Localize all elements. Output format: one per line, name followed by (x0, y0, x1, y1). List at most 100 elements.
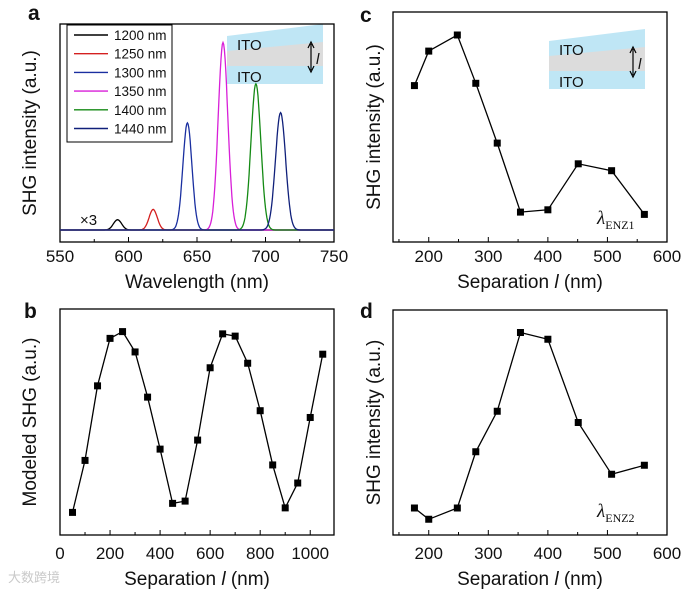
ito-top-label: ITO (559, 42, 584, 59)
x-tick-label: 400 (534, 544, 562, 563)
x-tick-label: 300 (474, 544, 502, 563)
data-point (69, 508, 77, 516)
panel-letter: d (360, 300, 373, 323)
data-point (425, 47, 433, 55)
data-point (181, 497, 189, 505)
data-point (544, 206, 552, 214)
data-point (144, 393, 152, 401)
spectrum-1440-nm (60, 111, 334, 231)
legend: 1200 nm 1250 nm 1300 nm 1350 nm 1400 nm 1440 … (66, 24, 173, 143)
x-tick-label: 500 (593, 544, 621, 563)
ito-bottom-label: ITO (559, 74, 584, 91)
x-tick-label: 1000 (291, 544, 329, 563)
x-tick-label: 600 (114, 247, 142, 266)
gap-layer (227, 42, 323, 66)
data-point (544, 335, 552, 343)
x-tick-label: 600 (653, 544, 681, 563)
panel-a: a ITO ITO l 550 600 650 700 750 Wavelength (nm) SH… (20, 2, 348, 293)
y-axis-title: Modeled SHG (a.u.) (20, 338, 41, 507)
data-point (156, 445, 164, 453)
data-point (269, 461, 277, 469)
x-tick-label: 550 (46, 247, 74, 266)
data-point (231, 332, 239, 340)
data-point (453, 504, 461, 512)
ito-inset: ITO ITO l (227, 24, 323, 86)
data-point (640, 461, 648, 469)
x-axis-title: Wavelength (nm) (125, 272, 269, 293)
data-point (106, 334, 114, 342)
legend-label: 1200 nm (114, 28, 167, 43)
data-point (425, 515, 433, 523)
x-tick-label: 650 (183, 247, 211, 266)
x-tick-label: 600 (653, 247, 681, 266)
x-tick-label: 400 (146, 544, 174, 563)
x-tick-label: 600 (196, 544, 224, 563)
panel-c: c ITO ITO l 200 300 400 500 600 Separation l (nm)… (360, 4, 681, 293)
y-axis-title: SHG intensity (a.u.) (20, 50, 41, 216)
legend-label: 1250 nm (114, 47, 167, 62)
data-point (608, 470, 616, 478)
data-point (493, 407, 501, 415)
panel-letter: b (24, 300, 37, 323)
data-point (81, 456, 89, 464)
legend-label: 1300 nm (114, 65, 167, 80)
data-point (194, 436, 202, 444)
ito-inset: ITO ITO l (549, 29, 645, 91)
y-axis-title: SHG intensity (a.u.) (364, 340, 385, 506)
data-point (169, 499, 177, 507)
panel-letter: c (360, 4, 372, 27)
x-tick-label: 200 (415, 544, 443, 563)
legend-label: 1350 nm (114, 84, 167, 99)
legend-box (66, 24, 173, 143)
x-axis-title: Separation l (nm) (124, 569, 270, 590)
y-axis-title: SHG intensity (a.u.) (364, 44, 385, 210)
x-tick-label: 300 (474, 247, 502, 266)
data-line (413, 331, 645, 521)
data-point (119, 328, 127, 336)
data-point (516, 329, 524, 336)
x-axis-title: Separation l (nm) (457, 569, 603, 590)
data-point (319, 350, 327, 358)
data-point (131, 348, 139, 356)
plot-frame (392, 11, 668, 243)
x-tick-label: 750 (320, 247, 348, 266)
data-point (472, 448, 480, 456)
x-tick-label: 500 (593, 247, 621, 266)
gap-layer (549, 47, 645, 71)
x-axis-title: Separation l (nm) (457, 272, 603, 293)
watermark: 大数跨境 (8, 570, 60, 585)
data-point (453, 31, 461, 39)
arrow-heads-icon (307, 40, 315, 74)
lambda-annotation: λENZ1 (596, 208, 635, 232)
data-line (71, 330, 324, 513)
x-tick-label: 200 (415, 247, 443, 266)
panel-b: b 0 200 400 600 800 1000 Separation l (nm) Model… (20, 300, 335, 590)
x-tick-label: 700 (251, 247, 279, 266)
plot-frame (59, 308, 335, 536)
data-point (608, 167, 616, 175)
plot-frame (392, 309, 668, 536)
legend-label: 1400 nm (114, 103, 167, 118)
data-point (94, 382, 102, 390)
x-tick-label: 800 (246, 544, 274, 563)
x-tick-label: 0 (55, 544, 64, 563)
data-point (410, 504, 418, 512)
data-point (306, 413, 314, 421)
data-point (294, 479, 302, 487)
panel-letter: a (28, 2, 40, 25)
ito-top-label: ITO (237, 37, 262, 54)
data-point (206, 364, 214, 372)
data-point (574, 419, 582, 426)
gap-label: l (316, 51, 320, 68)
x-tick-label: 200 (96, 544, 124, 563)
data-point (472, 79, 480, 87)
data-point (640, 210, 648, 218)
legend-label: 1440 nm (114, 122, 167, 137)
ito-bottom-label: ITO (237, 69, 262, 86)
data-line (413, 34, 645, 215)
arrow-heads-icon (629, 45, 637, 79)
data-point (256, 407, 264, 415)
lambda-annotation: λENZ2 (596, 501, 635, 525)
data-point (244, 359, 252, 367)
